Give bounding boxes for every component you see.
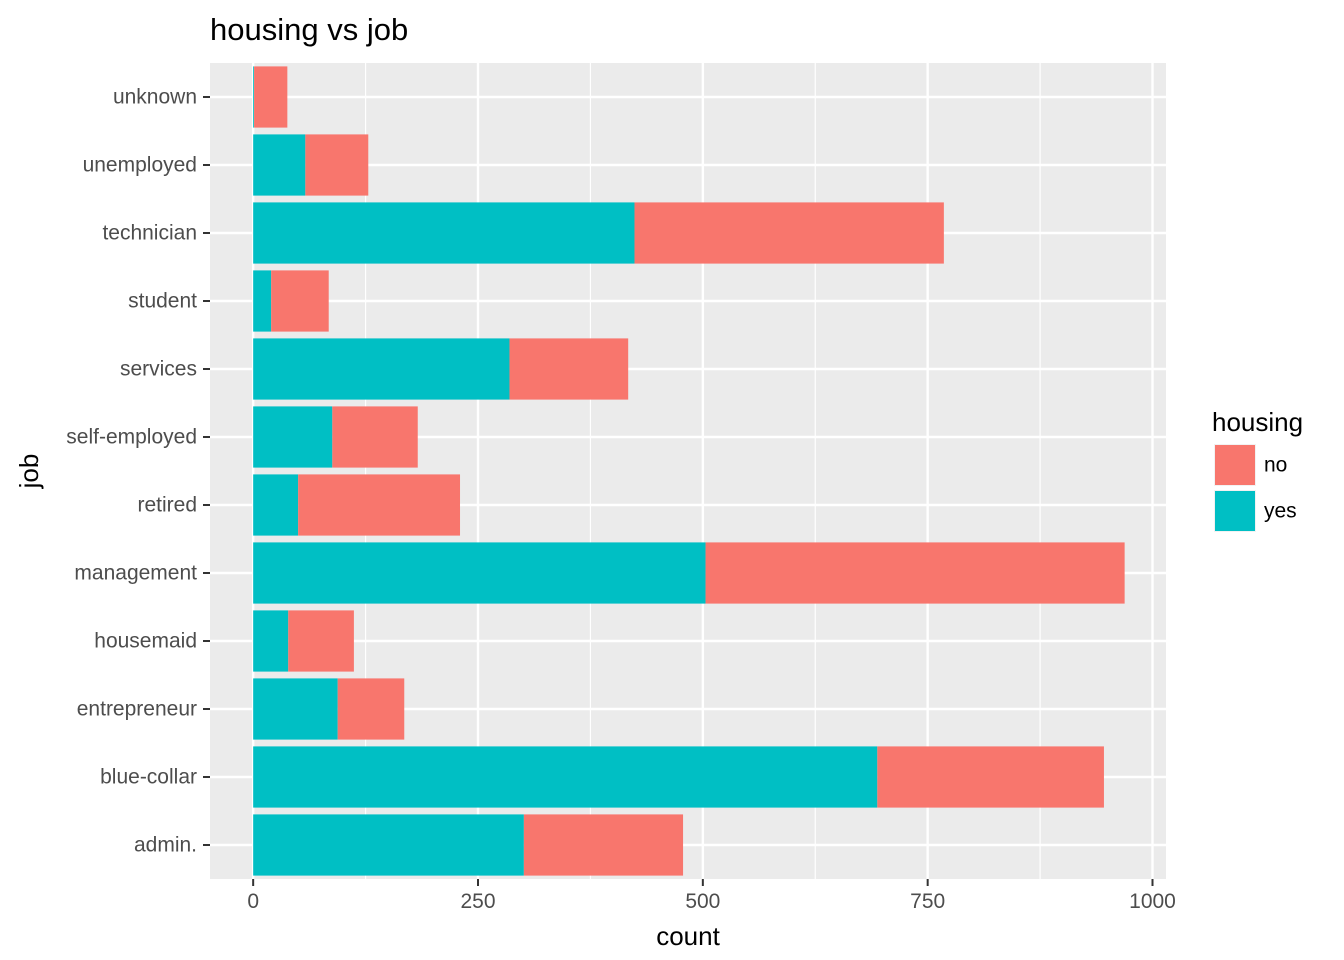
bar-no-self-employed: [332, 406, 418, 468]
bar-yes-technician: [253, 202, 635, 264]
x-tick-label: 250: [460, 890, 495, 913]
bar-no-unemployed: [305, 134, 369, 196]
x-tick-label: 1000: [1129, 890, 1176, 913]
chart-title: housing vs job: [210, 12, 408, 47]
y-tick-label: entrepreneur: [77, 698, 197, 721]
bar-yes-unknown: [253, 66, 255, 128]
legend-title: housing: [1212, 407, 1303, 437]
legend-key-no: [1215, 445, 1255, 485]
bar-yes-services: [253, 338, 510, 400]
bar-yes-self-employed: [253, 406, 333, 468]
y-tick-label: student: [128, 290, 197, 313]
y-tick-label: services: [120, 358, 197, 381]
plot-panel: [210, 63, 1166, 879]
y-tick-label: technician: [102, 222, 197, 245]
y-tick-label: unemployed: [83, 154, 197, 177]
y-tick-label: unknown: [113, 86, 197, 109]
bar-no-technician: [634, 202, 944, 264]
legend-key-yes: [1215, 491, 1255, 531]
legend-label-no: no: [1264, 454, 1287, 477]
bar-no-entrepreneur: [337, 678, 405, 740]
bar-no-management: [705, 542, 1125, 604]
bar-yes-entrepreneur: [253, 678, 338, 740]
minor-gridlines: [364, 63, 1041, 879]
bar-no-services: [509, 338, 629, 400]
bar-no-unknown: [254, 66, 288, 128]
y-tick-label: self-employed: [66, 426, 197, 449]
bar-yes-housemaid: [253, 610, 289, 672]
x-tick-label: 750: [910, 890, 945, 913]
bar-yes-retired: [253, 474, 299, 536]
bar-yes-blue-collar: [253, 746, 878, 808]
bar-no-blue-collar: [877, 746, 1104, 808]
bar-no-retired: [298, 474, 461, 536]
y-tick-label: management: [74, 562, 197, 585]
legend-label-yes: yes: [1264, 500, 1297, 523]
bar-no-student: [271, 270, 329, 332]
bar-no-housemaid: [288, 610, 354, 672]
y-tick-label: admin.: [134, 834, 197, 857]
bar-yes-admin: [253, 814, 524, 876]
bar-yes-management: [253, 542, 706, 604]
y-tick-label: retired: [137, 494, 197, 517]
legend: housing no yes: [1212, 407, 1303, 532]
bar-yes-unemployed: [253, 134, 306, 196]
x-axis: 0 250 500 750 1000: [247, 879, 1176, 913]
x-tick-label: 500: [685, 890, 720, 913]
y-tick-label: housemaid: [94, 630, 197, 653]
bars: [253, 66, 1125, 876]
y-axis: admin. blue-collar entrepreneur housemaid ma…: [66, 86, 210, 857]
bar-no-admin: [523, 814, 684, 876]
bar-yes-student: [253, 270, 272, 332]
y-axis-title: job: [14, 454, 44, 490]
x-tick-label: 0: [247, 890, 259, 913]
y-tick-label: blue-collar: [100, 766, 197, 789]
x-axis-title: count: [656, 921, 720, 951]
